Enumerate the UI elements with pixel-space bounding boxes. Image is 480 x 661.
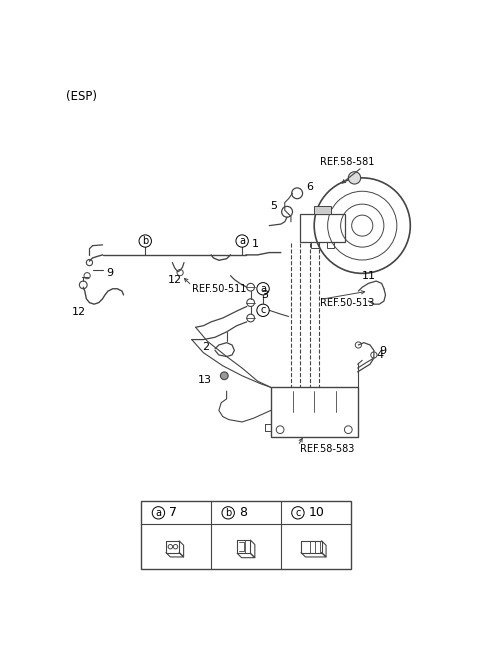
Bar <box>271 387 358 438</box>
Text: 1: 1 <box>252 239 258 249</box>
Text: (ESP): (ESP) <box>66 90 97 103</box>
Text: a: a <box>156 508 161 518</box>
Text: 8: 8 <box>239 506 247 520</box>
Text: 2: 2 <box>202 342 209 352</box>
Text: c: c <box>260 305 266 315</box>
Text: 7: 7 <box>169 506 177 520</box>
Bar <box>142 501 350 569</box>
Circle shape <box>220 372 228 379</box>
Text: 4: 4 <box>376 350 384 360</box>
Text: a: a <box>260 284 266 293</box>
Bar <box>311 242 319 248</box>
Bar <box>300 214 345 242</box>
Bar <box>314 206 331 214</box>
Circle shape <box>348 172 360 184</box>
Text: REF.58-583: REF.58-583 <box>300 444 355 454</box>
Text: 5: 5 <box>270 200 277 211</box>
Text: c: c <box>295 508 300 518</box>
Bar <box>326 242 335 248</box>
Text: 9: 9 <box>379 346 386 356</box>
Text: b: b <box>225 508 231 518</box>
Text: 9: 9 <box>107 268 114 278</box>
Text: 11: 11 <box>362 270 376 281</box>
Text: 12: 12 <box>168 274 182 284</box>
Text: REF.58-581: REF.58-581 <box>320 157 374 167</box>
Text: 12: 12 <box>72 307 86 317</box>
Text: 13: 13 <box>198 375 212 385</box>
Text: 3: 3 <box>262 290 268 300</box>
Text: 6: 6 <box>306 182 313 192</box>
Text: a: a <box>239 236 245 246</box>
Text: REF.50-511: REF.50-511 <box>192 284 246 293</box>
Text: b: b <box>142 236 148 246</box>
Text: REF.50-513: REF.50-513 <box>320 297 374 307</box>
Text: 10: 10 <box>309 506 324 520</box>
